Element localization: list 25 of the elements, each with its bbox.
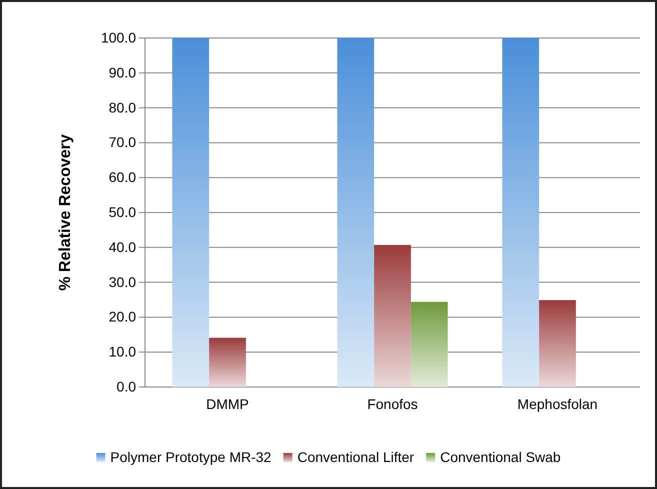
legend-label: Conventional Swab [440,449,561,465]
legend-label: Polymer Prototype MR-32 [110,449,272,465]
x-tick-label: Fonofos [367,396,418,412]
y-axis-title: % Relative Recovery [57,134,74,291]
y-tick-label: 50.0 [108,204,136,220]
bar [337,38,374,387]
bar [410,302,448,387]
y-tick-label: 40.0 [108,238,136,255]
y-tick-label: 100.0 [100,29,136,46]
legend-label: Conventional Lifter [297,449,414,465]
bar [502,38,540,387]
bar [209,338,246,387]
bar [374,244,411,387]
bar [172,38,210,387]
y-tick-label: 70.0 [108,134,136,150]
x-tick-label: DMMP [206,396,249,412]
y-tick-label: 10.0 [108,344,136,360]
y-tick-label: 30.0 [108,274,136,290]
y-tick-label: 80.0 [108,99,136,116]
y-tick-label: 20.0 [108,308,136,325]
y-tick-label: 0.0 [116,378,136,394]
x-tick-label: Mephosfolan [517,396,598,412]
y-tick-label: 90.0 [108,64,136,80]
bar [539,300,576,387]
y-tick-label: 60.0 [108,169,136,186]
